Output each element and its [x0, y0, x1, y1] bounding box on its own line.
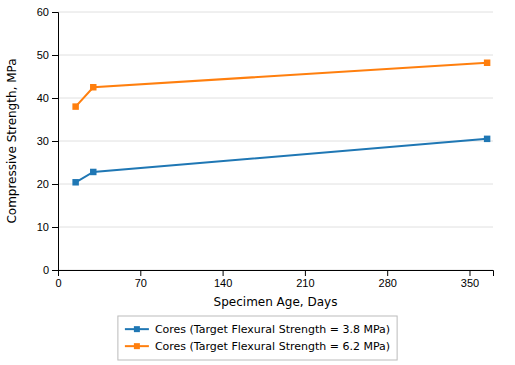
legend: Cores (Target Flexural Strength = 3.8 MP…	[118, 316, 397, 360]
legend-label: Cores (Target Flexural Strength = 6.2 MP…	[155, 340, 390, 353]
tick-label: 280	[379, 277, 397, 289]
point	[484, 60, 490, 66]
tick-mark	[52, 141, 58, 142]
tick-label: 70	[135, 277, 147, 289]
grid	[58, 12, 493, 270]
tick-mark	[52, 270, 58, 271]
tick-label: 350	[461, 277, 479, 289]
tick: 140	[214, 270, 232, 289]
tick-label: 210	[296, 277, 314, 289]
tick: 20	[37, 178, 58, 190]
tick-mark	[387, 270, 388, 276]
tick-label: 30	[37, 135, 49, 147]
legend-marker	[134, 326, 140, 332]
tick: 50	[37, 49, 58, 61]
marks	[72, 60, 490, 186]
tick-mark	[52, 98, 58, 99]
legend-marker	[134, 343, 140, 349]
tick: 0	[55, 270, 61, 289]
tick: 350	[461, 270, 479, 289]
point	[90, 84, 96, 90]
grid-line	[58, 98, 493, 99]
grid-line	[58, 184, 493, 185]
point	[72, 179, 78, 185]
x-axis-title: Specimen Age, Days	[214, 295, 338, 309]
tick: 280	[379, 270, 397, 289]
tick-mark	[52, 55, 58, 56]
point	[484, 136, 490, 142]
grid-line	[58, 12, 493, 13]
point	[90, 169, 96, 175]
series-line	[76, 63, 487, 107]
legend-item: Cores (Target Flexural Strength = 6.2 MP…	[125, 340, 390, 353]
tick-label: 10	[37, 221, 49, 233]
legend-label: Cores (Target Flexural Strength = 3.8 MP…	[155, 323, 390, 336]
tick: 70	[135, 270, 147, 289]
tick: 30	[37, 135, 58, 147]
tick: 210	[296, 270, 314, 289]
tick-mark	[140, 270, 141, 276]
y-axis-title: Compressive Strength, MPa	[5, 58, 19, 223]
tick-mark	[305, 270, 306, 276]
grid-line	[58, 55, 493, 56]
grid-line	[58, 141, 493, 142]
grid-line	[58, 227, 493, 228]
tick-label: 140	[214, 277, 232, 289]
x-axis: 0 70 140 210 280 350	[55, 270, 493, 289]
axis-line	[59, 271, 494, 277]
series-line	[76, 139, 487, 182]
tick-mark	[52, 12, 58, 13]
tick-label: 0	[43, 264, 49, 276]
tick: 0	[43, 264, 58, 276]
tick-mark	[52, 227, 58, 228]
y-axis: 0 10 20 30 40 50 60	[37, 6, 59, 276]
tick-label: 0	[55, 277, 61, 289]
tick-label: 50	[37, 49, 49, 61]
legend-item: Cores (Target Flexural Strength = 3.8 MP…	[125, 323, 390, 336]
legend-box	[118, 316, 397, 360]
tick-label: 60	[37, 6, 49, 18]
tick-label: 20	[37, 178, 49, 190]
tick-mark	[469, 270, 470, 276]
tick-mark	[52, 184, 58, 185]
point	[72, 103, 78, 109]
chart: 0 70 140 210 280 350 0 10 20 30 40 50 60 Specimen Age…	[0, 0, 515, 365]
plot: 0 70 140 210 280 350 0 10 20 30 40 50 60	[37, 6, 494, 289]
tick-label: 40	[37, 92, 49, 104]
tick: 10	[37, 221, 58, 233]
axis-line	[52, 13, 59, 271]
tick-mark	[223, 270, 224, 276]
tick: 40	[37, 92, 58, 104]
tick: 60	[37, 6, 58, 18]
